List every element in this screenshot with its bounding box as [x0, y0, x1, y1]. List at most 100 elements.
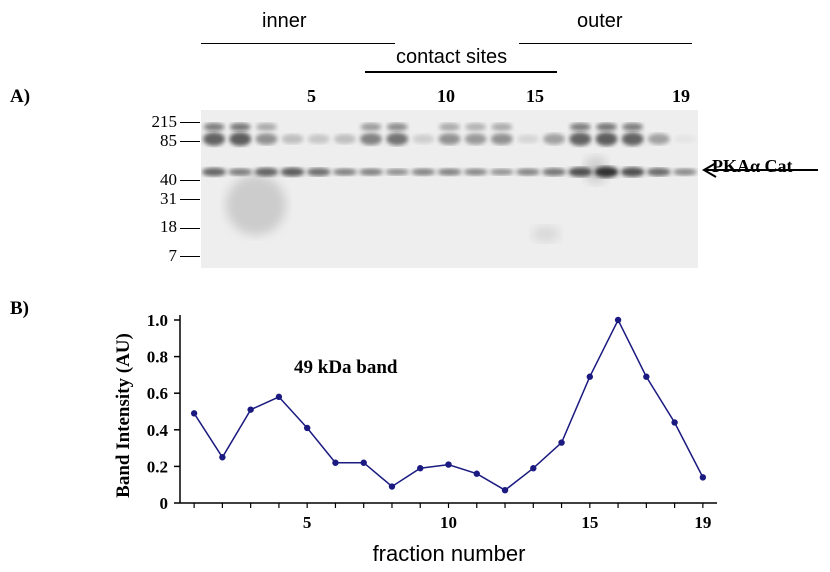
- lane-number-10: 10: [437, 86, 455, 106]
- blot-band-49kda: [437, 168, 462, 176]
- blot-band-49kda: [280, 167, 305, 177]
- blot-band-49kda: [568, 167, 593, 177]
- data-point: [360, 459, 367, 466]
- contact-sites-bracket-line: [365, 71, 557, 73]
- outer-label: outer: [577, 10, 623, 32]
- blot-band-49kda: [411, 168, 436, 176]
- blot-band-49kda: [672, 168, 697, 176]
- blot-band-49kda: [202, 167, 227, 177]
- blot-band-49kda: [385, 168, 410, 176]
- y-tick-label: 0.2: [147, 457, 168, 476]
- data-point: [614, 316, 622, 324]
- data-point: [417, 465, 424, 472]
- blot-band: [333, 134, 356, 144]
- y-tick-label: 0.6: [147, 384, 168, 403]
- data-point: [643, 373, 650, 380]
- mw-marker-18: 18: [160, 217, 177, 236]
- mw-marker-85: 85: [160, 131, 177, 150]
- pka-arrow-icon: [702, 162, 818, 178]
- blot-band: [516, 134, 539, 144]
- data-point: [501, 486, 509, 494]
- blot-band: [543, 133, 566, 145]
- x-tick-label: 5: [303, 513, 312, 532]
- data-point: [671, 419, 678, 426]
- blot-band: [464, 133, 487, 145]
- blot-band-49kda: [620, 167, 645, 177]
- blot-band: [307, 134, 330, 144]
- blot-band: [255, 133, 278, 145]
- blot-band: [439, 123, 460, 131]
- blot-band: [595, 132, 618, 146]
- blot-band: [465, 123, 487, 131]
- mw-tick-215: [180, 122, 200, 123]
- x-axis-title: fraction number: [373, 541, 526, 566]
- blot-band-49kda: [254, 167, 279, 177]
- mw-marker-40: 40: [160, 170, 177, 189]
- blot-band-49kda: [332, 168, 357, 176]
- blot-band: [203, 132, 226, 146]
- data-point: [303, 424, 311, 432]
- data-point: [388, 483, 396, 490]
- blot-band: [438, 133, 461, 145]
- y-axis-title: Band Intensity (AU): [113, 333, 134, 498]
- blot-band: [569, 132, 592, 146]
- blot-band-49kda: [542, 168, 567, 176]
- contact-sites-label: contact sites: [396, 46, 508, 68]
- inner-bracket-line: [201, 43, 395, 44]
- y-tick-label: 0: [160, 494, 169, 513]
- data-point: [445, 461, 452, 468]
- data-point: [558, 439, 565, 446]
- blot-band: [490, 133, 513, 145]
- blot-band: [595, 123, 617, 131]
- mw-tick-85: [180, 141, 200, 142]
- blot-band: [386, 132, 409, 146]
- mw-marker-215: 215: [151, 112, 178, 131]
- x-tick-label: 15: [581, 513, 598, 532]
- mw-tick-7: [180, 256, 200, 257]
- blot-band: [491, 123, 513, 131]
- blot-band: [281, 134, 304, 144]
- lane-number-5: 5: [307, 86, 316, 106]
- blot-band: [647, 133, 670, 145]
- data-point: [275, 393, 283, 401]
- blot-band: [229, 123, 251, 131]
- blot-band-49kda: [463, 168, 488, 176]
- blot-band: [360, 123, 382, 131]
- data-point: [332, 459, 339, 466]
- blot-band: [360, 132, 383, 146]
- panel-a-label: A): [10, 86, 31, 107]
- blot-band-49kda: [594, 166, 619, 178]
- mw-tick-18: [180, 228, 200, 229]
- mw-tick-40: [180, 180, 200, 181]
- blot-band: [621, 132, 644, 146]
- blot-band: [622, 123, 644, 131]
- data-point: [473, 470, 480, 477]
- data-point: [247, 406, 254, 413]
- blot-band: [412, 134, 435, 144]
- blot-band: [386, 123, 408, 131]
- blot-band-49kda: [489, 168, 514, 176]
- y-tick-label: 0.8: [147, 348, 168, 367]
- blot-band: [203, 123, 225, 131]
- data-point: [190, 410, 198, 417]
- panel-b-label: B): [10, 298, 29, 319]
- mw-marker-31: 31: [160, 189, 177, 208]
- blot-band: [569, 123, 591, 131]
- chart-annotation: 49 kDa band: [294, 357, 398, 378]
- data-point: [699, 474, 707, 481]
- lane-number-19: 19: [672, 86, 690, 106]
- blot-band: [673, 134, 696, 144]
- blot-smear: [532, 226, 560, 242]
- x-tick-label: 19: [694, 513, 711, 532]
- outer-bracket-line: [519, 43, 692, 44]
- blot-band: [229, 132, 252, 146]
- blot-smear: [226, 175, 286, 235]
- inner-label: inner: [262, 10, 307, 32]
- data-point: [586, 373, 594, 380]
- data-point: [219, 454, 226, 461]
- y-tick-label: 0.4: [147, 421, 169, 440]
- mw-marker-7: 7: [168, 246, 178, 265]
- x-tick-label: 10: [440, 513, 457, 532]
- mw-tick-31: [180, 199, 200, 200]
